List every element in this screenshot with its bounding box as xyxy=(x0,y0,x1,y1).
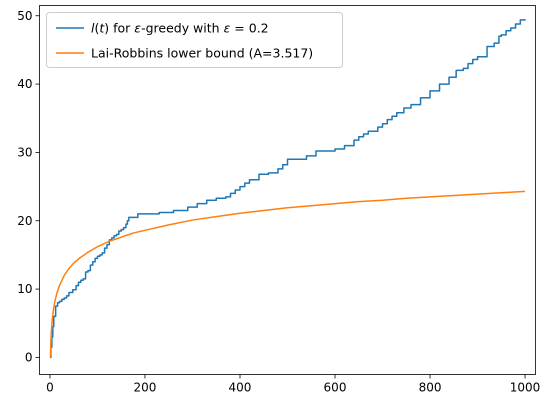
x-tick-label: 600 xyxy=(324,381,347,395)
y-tick-label: 0 xyxy=(25,350,33,364)
y-tick-label: 40 xyxy=(17,77,32,91)
y-tick-label: 50 xyxy=(17,9,32,23)
x-tick-label: 0 xyxy=(46,381,54,395)
y-tick-label: 30 xyxy=(17,145,32,159)
series-2-line xyxy=(49,190,526,358)
x-tick-label: 800 xyxy=(419,381,442,395)
series-layer xyxy=(49,19,526,359)
y-tick-label: 20 xyxy=(17,214,32,228)
x-tick-label: 1000 xyxy=(510,381,541,395)
legend-frame xyxy=(46,12,343,68)
x-tick-label: 200 xyxy=(134,381,157,395)
legend-label-series-2: Lai-Robbins lower bound (A=3.517) xyxy=(91,46,313,61)
legend: l(t) for ε-greedy with ε = 0.2 Lai-Robbi… xyxy=(46,12,343,68)
series-1-line xyxy=(49,19,526,359)
x-tick-label: 400 xyxy=(229,381,252,395)
legend-label-series-1: l(t) for ε-greedy with ε = 0.2 xyxy=(91,21,269,36)
x-axis: 0 200 400 600 800 1000 xyxy=(46,374,541,395)
y-axis: 0 10 20 30 40 50 xyxy=(17,9,40,364)
y-tick-label: 10 xyxy=(17,282,32,296)
plot-frame xyxy=(39,5,536,375)
